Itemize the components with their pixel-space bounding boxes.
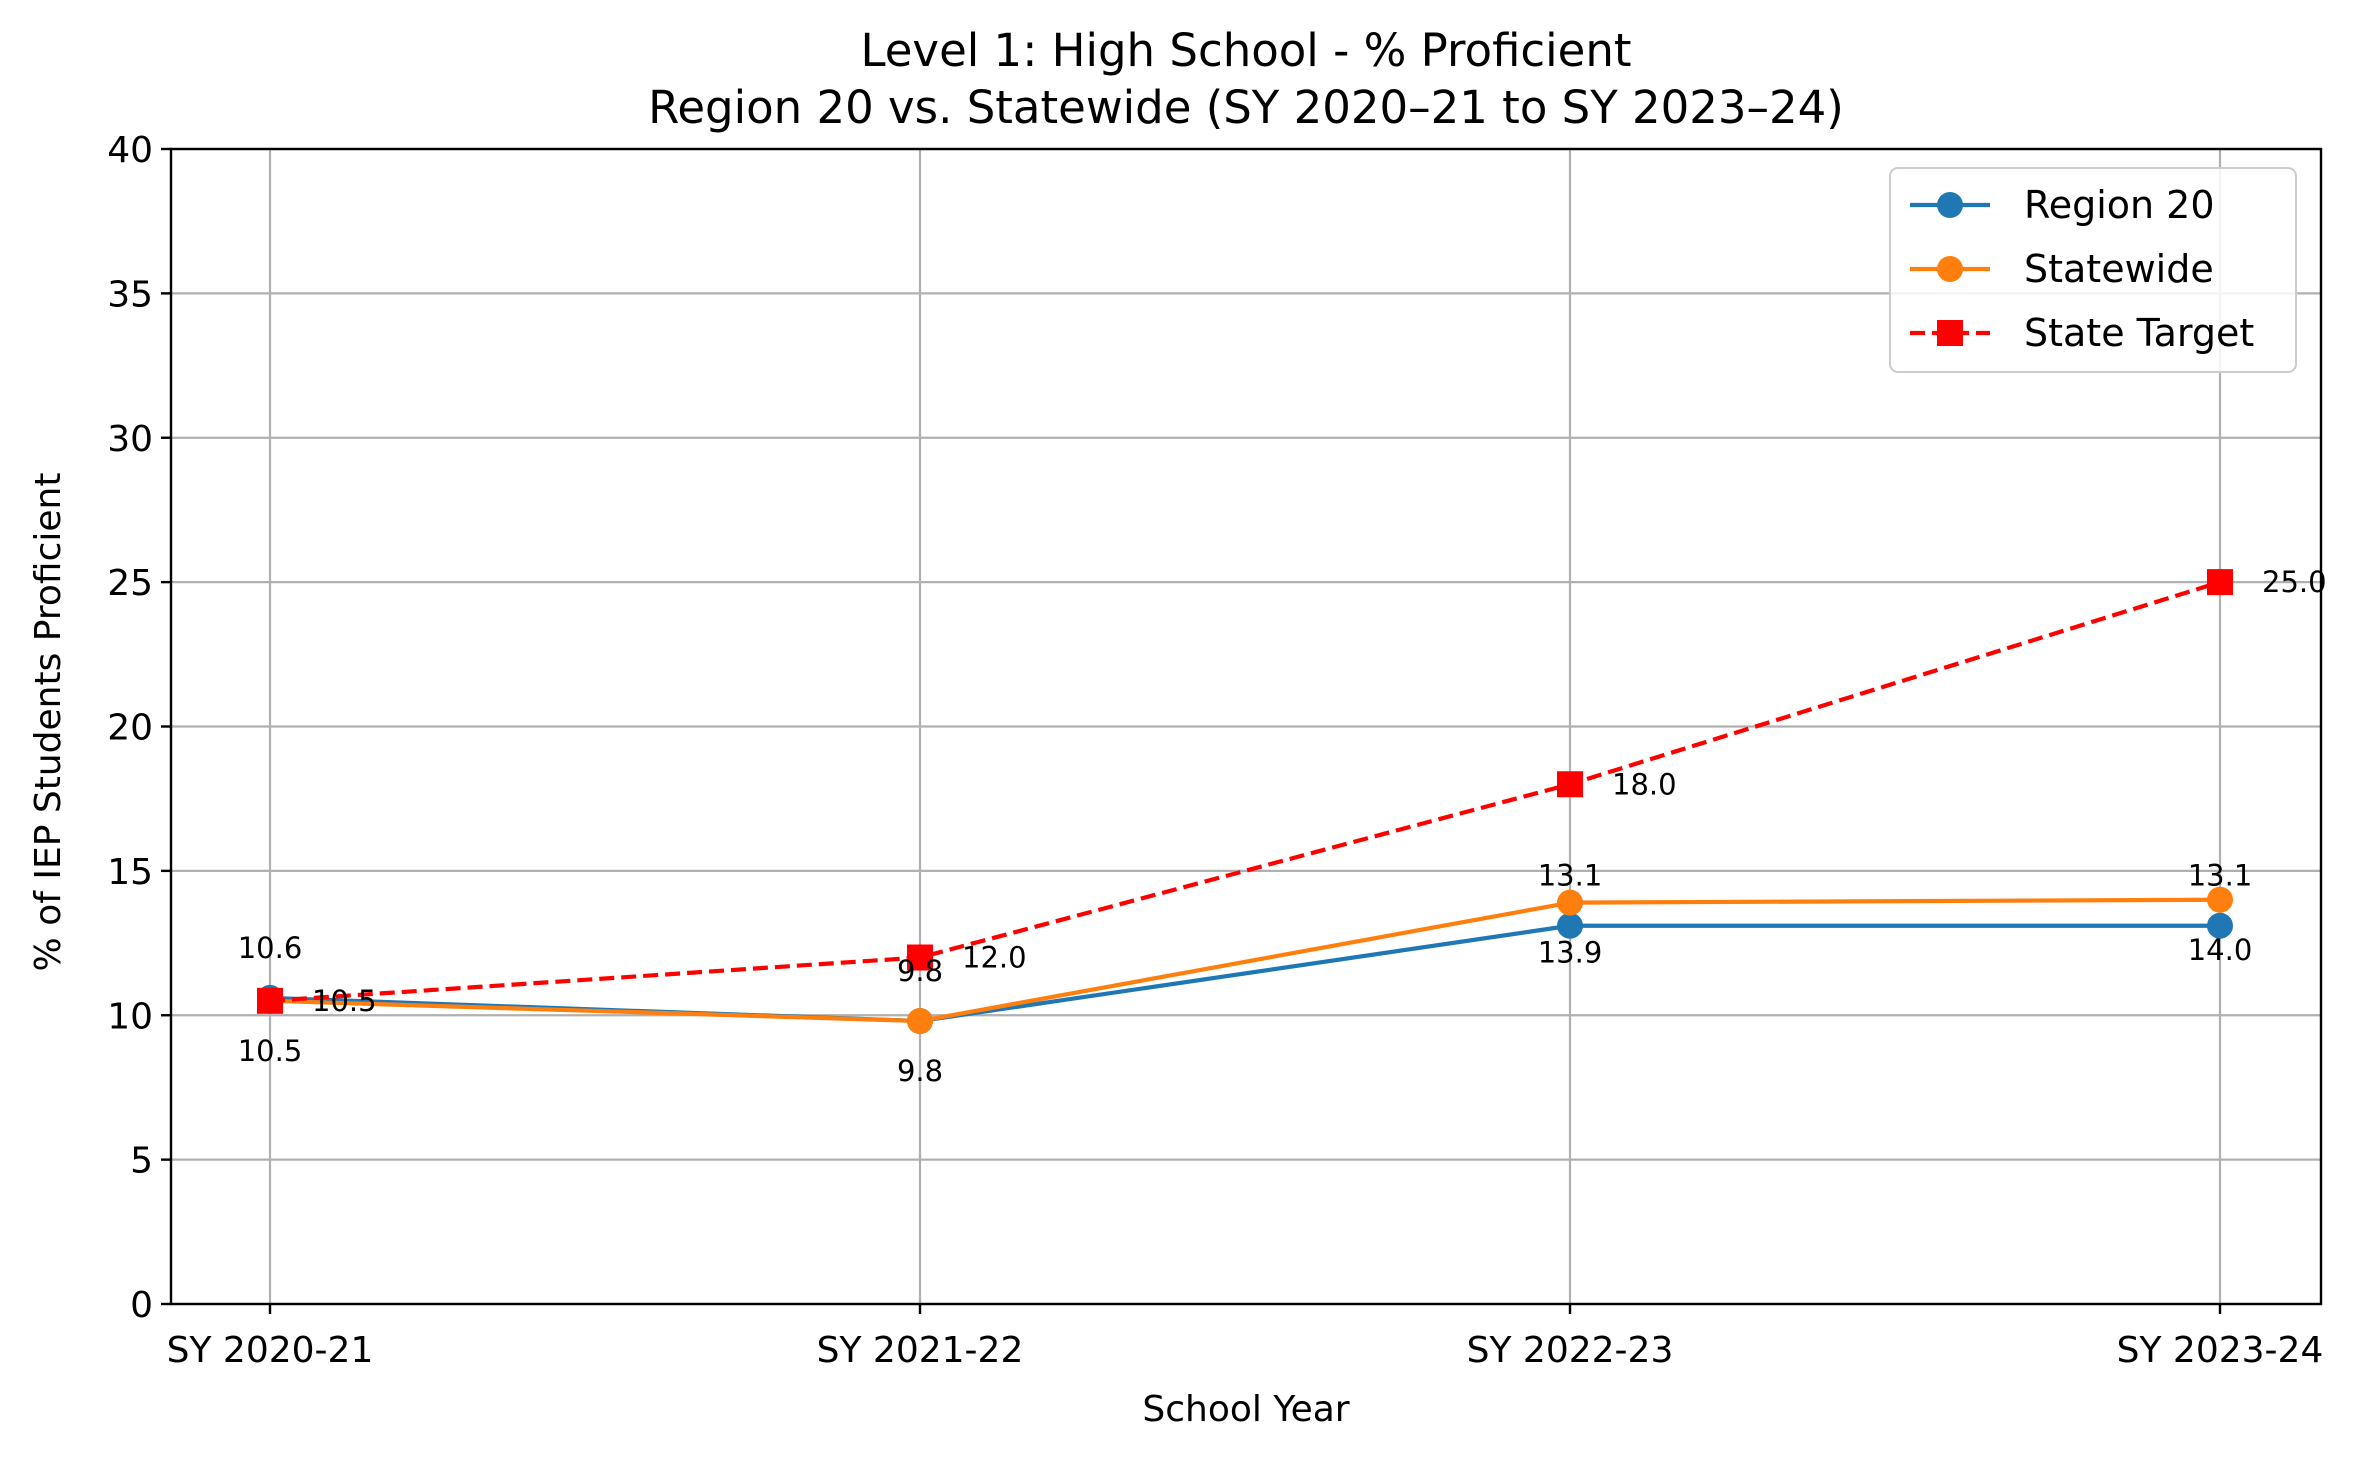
data-label: 10.6 — [238, 931, 303, 965]
series-point-square — [257, 987, 283, 1014]
series-point-square — [2207, 569, 2233, 596]
y-tick-label: 25 — [107, 563, 153, 604]
data-label: 10.5 — [238, 1034, 303, 1068]
legend-label: Statewide — [2024, 247, 2214, 291]
data-label: 13.1 — [1538, 859, 1603, 893]
data-label: 18.0 — [1612, 767, 1677, 801]
x-tick-label: SY 2023-24 — [2117, 1330, 2324, 1371]
series-point-square — [1557, 771, 1583, 798]
data-label: 9.8 — [897, 1054, 943, 1088]
series-line-0 — [269, 923, 2220, 1024]
y-tick-label: 20 — [107, 708, 153, 749]
series-point-circle — [2207, 912, 2233, 939]
data-label: 25.0 — [2262, 565, 2327, 599]
plot-frame — [169, 147, 2323, 1306]
axis-ticks: 0 5 10 15 20 25 30 35 40 SY 2020-21 SY 2021-22 SY 2… — [107, 130, 2323, 1371]
legend-label: State Target — [2024, 311, 2254, 355]
x-tick-label: SY 2022-23 — [1467, 1330, 1674, 1371]
y-tick-label: 15 — [107, 852, 153, 893]
data-label: 12.0 — [962, 941, 1027, 975]
data-label: 10.5 — [312, 984, 377, 1018]
y-axis-label: % of IEP Students Proficient — [28, 473, 69, 972]
y-tick-label: 5 — [130, 1141, 153, 1182]
series-point-circle — [907, 1008, 933, 1035]
data-label: 13.9 — [1538, 936, 1603, 970]
legend-label: Region 20 — [2024, 183, 2215, 227]
data-label: 14.0 — [2188, 933, 2253, 967]
series-line-2 — [269, 580, 2221, 1003]
x-tick-label: SY 2021-22 — [817, 1330, 1024, 1371]
series-point-circle — [1557, 912, 1583, 939]
data-label: 9.8 — [897, 954, 943, 988]
legend-swatch-marker — [1937, 256, 1963, 282]
y-tick-label: 10 — [107, 996, 153, 1037]
series-point-square — [907, 944, 933, 971]
data-labels: 10.6 9.8 13.1 13.1 10.5 9.8 13.9 14.0 10.5 12.0 18… — [238, 565, 2327, 1088]
legend: Region 20 Statewide State Target — [1889, 167, 2297, 373]
x-axis-label: School Year — [1142, 1389, 1349, 1430]
y-tick-label: 30 — [107, 419, 153, 460]
chart-subtitle: Region 20 vs. Statewide (SY 2020–21 to S… — [648, 81, 1844, 134]
series-point-circle — [2207, 886, 2233, 913]
legend-swatch-marker — [1937, 192, 1963, 218]
x-tick-label: SY 2020-21 — [167, 1330, 374, 1371]
data-label: 13.1 — [2188, 859, 2253, 893]
y-tick-label: 40 — [107, 130, 153, 171]
series-line-1 — [269, 897, 2221, 1024]
legend-swatch-marker — [1937, 320, 1963, 346]
y-tick-label: 35 — [107, 274, 153, 315]
series-point-circle — [1557, 889, 1583, 916]
y-tick-label: 0 — [130, 1285, 153, 1326]
data-series — [257, 569, 2233, 1035]
legend-box — [1889, 167, 2297, 373]
chart-title: Level 1: High School - % Proficient — [860, 24, 1631, 77]
